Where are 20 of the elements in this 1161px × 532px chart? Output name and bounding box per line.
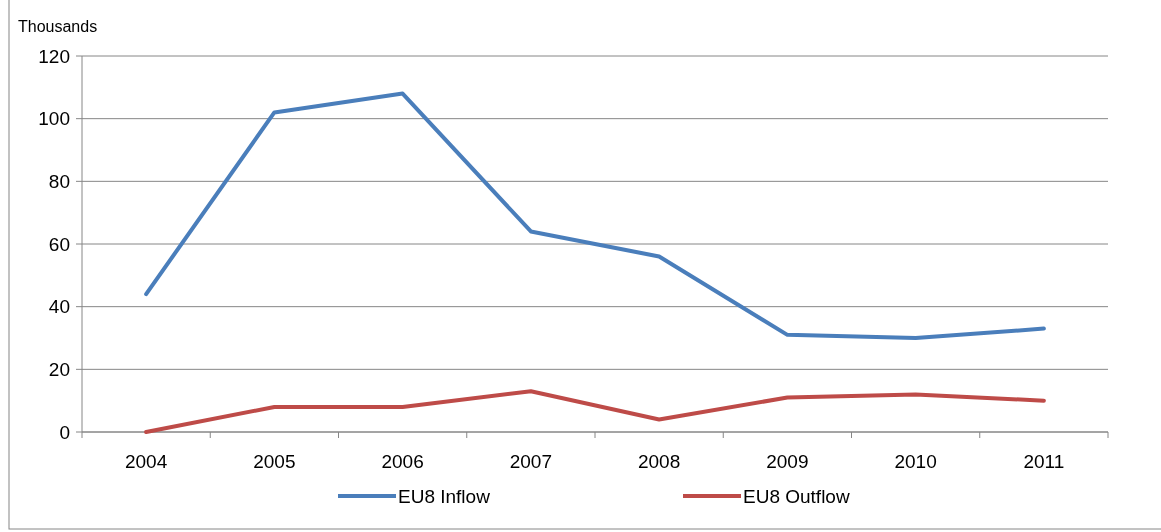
x-tick-label: 2004 — [124, 451, 168, 472]
legend-label: EU8 Inflow — [398, 485, 491, 507]
y-tick-label: 0 — [59, 421, 70, 443]
x-tick-label: 2007 — [509, 451, 553, 472]
x-tick-label: 2010 — [894, 451, 937, 472]
y-tick-label: 120 — [38, 45, 70, 67]
line-series — [144, 389, 1046, 434]
y-tick-label: 60 — [48, 233, 70, 255]
x-tick-label: 2006 — [381, 451, 424, 472]
legend-label: EU8 Outflow — [743, 485, 850, 507]
x-tick-label: 2011 — [1023, 451, 1065, 472]
y-tick-label: 100 — [38, 108, 70, 130]
x-tick-label: 2009 — [766, 451, 809, 472]
y-tick-label: 80 — [48, 170, 70, 192]
x-tick-label: 2005 — [253, 451, 296, 472]
line-series — [144, 91, 1046, 340]
y-axis-title: Thousands — [18, 18, 98, 35]
x-tick-label: 2008 — [637, 451, 681, 472]
y-tick-label: 40 — [48, 296, 70, 318]
y-tick-label: 20 — [48, 358, 70, 380]
